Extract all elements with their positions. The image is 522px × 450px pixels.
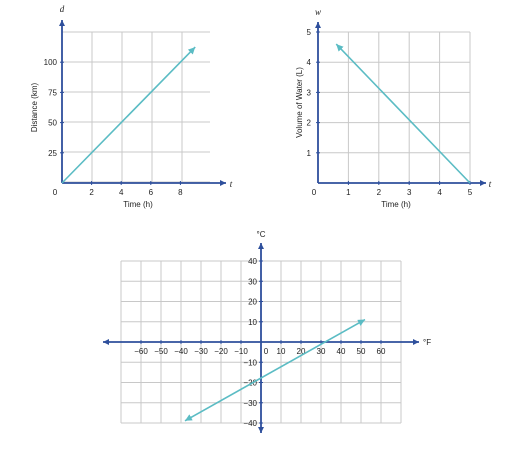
y-tick-label: 2 [307,119,312,128]
y-variable-label: d [60,4,65,14]
y-tick-label: −30 [243,399,257,408]
x-tick-label: 5 [468,188,473,197]
axes [59,20,226,186]
chart-2: 1 2 3 4 5 1 2 3 4 5 0 t w Time (h) Volume of Water (L) [295,7,492,209]
series-line [61,46,196,184]
x-tick-label: 2 [89,188,94,197]
origin-label: 0 [312,188,317,197]
y-tick-label: 4 [307,58,312,67]
x-tick-label: 30 [317,347,326,356]
x-tick-label: 2 [377,188,382,197]
x-tick-label: −10 [234,347,248,356]
y-tick-label: 1 [307,149,312,158]
y-tick-label: 40 [248,257,257,266]
y-tick-label: −40 [243,419,257,428]
x-variable-label: t [489,179,492,189]
x-variable-label: t [230,179,233,189]
y-tick-label: 75 [48,88,57,97]
y-tick-label: 20 [248,298,257,307]
x-tick-label: 8 [178,188,183,197]
chart-3: −60 −50 −40 −30 −20 −10 0 10 20 30 40 50 60−40−30−20… [103,230,431,433]
origin-label: 0 [53,188,58,197]
grid [61,31,210,183]
series-line [335,43,471,184]
x-tick-label: −30 [194,347,208,356]
x-tick-label: −60 [134,347,148,356]
x-tick-label: 0 [264,347,269,356]
x-axis-title: Time (h) [381,200,411,209]
y-tick-label: 100 [44,58,58,67]
axes [315,22,486,186]
y-axis-title: Distance (km) [30,82,39,132]
x-tick-label: 10 [277,347,286,356]
y-unit-label: °C [257,230,266,239]
x-axis-title: Time (h) [123,200,153,209]
y-variable-label: w [315,7,321,17]
x-tick-label: 50 [357,347,366,356]
y-tick-label: 30 [248,277,257,286]
x-tick-label: 60 [377,347,386,356]
x-tick-label: 3 [407,188,412,197]
x-tick-label: 6 [149,188,154,197]
y-tick-label: 3 [307,88,312,97]
y-tick-label: 10 [248,318,257,327]
y-tick-label: 5 [307,28,312,37]
x-tick-label: −50 [154,347,168,356]
x-unit-label: °F [423,338,431,347]
x-tick-label: 4 [437,188,442,197]
x-tick-label: −20 [214,347,228,356]
x-tick-label: 4 [119,188,124,197]
x-tick-label: −40 [174,347,188,356]
x-tick-label: 40 [337,347,346,356]
y-tick-label: −10 [243,358,257,367]
y-tick-label: 25 [48,149,57,158]
y-tick-label: 50 [48,119,57,128]
y-axis-title: Volume of Water (L) [295,67,304,138]
series-line [184,318,366,422]
axes [103,243,419,433]
x-tick-label: 1 [346,188,351,197]
chart-1: 2 4 6 8 25 50 75 100 0 t d Time (h) Distance (km) [30,4,233,209]
